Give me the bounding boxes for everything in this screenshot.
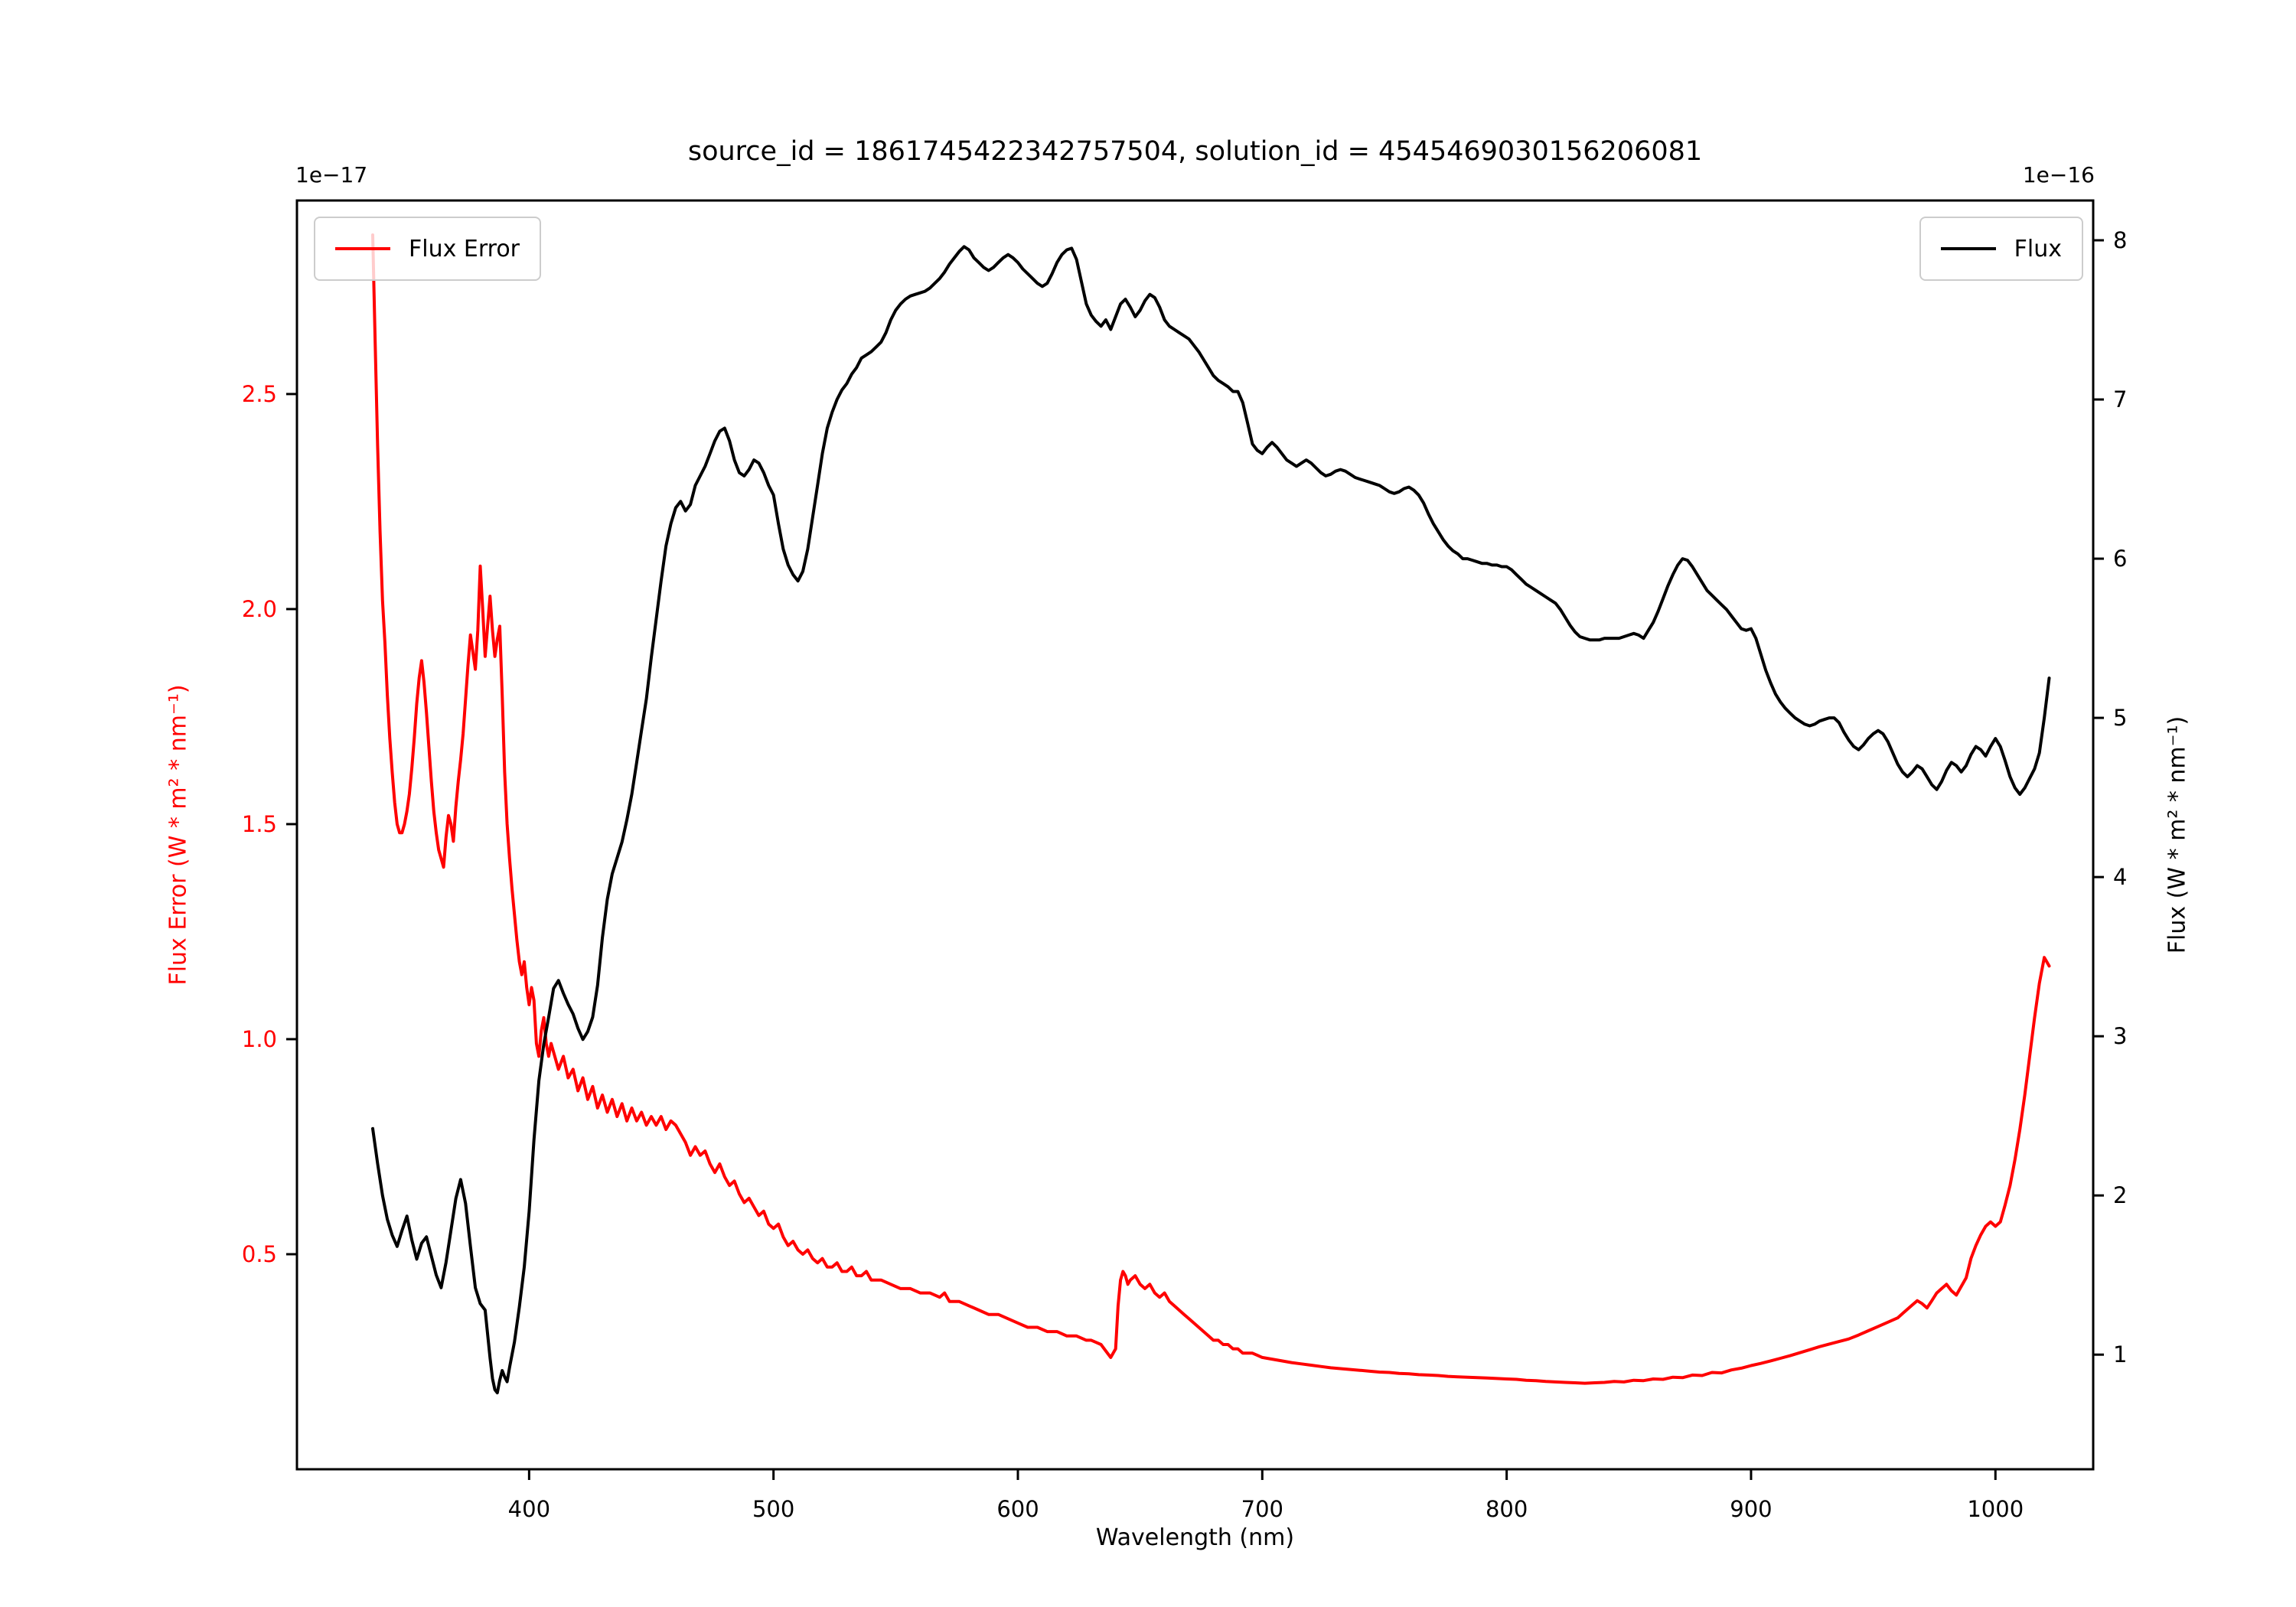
- x-tick-label: 400: [508, 1496, 550, 1522]
- left-y-axis-ticks: 0.5 1.0 1.5 2.0 2.5: [242, 381, 297, 1267]
- right-axis-label: Flux (W * m² * nm⁻¹): [2164, 715, 2191, 954]
- chart-title: source_id = 1861745422342757504, solutio…: [687, 136, 1703, 167]
- right-y-tick-label: 2: [2113, 1182, 2127, 1208]
- legend-flux-error-label: Flux Error: [409, 235, 520, 262]
- legend-flux-label: Flux: [2014, 235, 2062, 262]
- left-axis-label: Flux Error (W * m² * nm⁻¹): [165, 684, 192, 986]
- right-y-tick-label: 4: [2113, 864, 2127, 890]
- x-tick-label: 600: [996, 1496, 1039, 1522]
- x-axis-label: Wavelength (nm): [1095, 1524, 1295, 1551]
- x-tick-label: 500: [752, 1496, 794, 1522]
- left-y-tick-label: 1.5: [242, 811, 277, 837]
- right-y-tick-label: 6: [2113, 546, 2127, 572]
- flux-error-line: [371, 233, 2051, 1385]
- x-tick-label: 900: [1730, 1496, 1772, 1522]
- flux-error-line-sample-icon: [335, 247, 390, 250]
- legend-flux-error: Flux Error: [314, 217, 542, 281]
- flux-line: [371, 245, 2051, 1395]
- right-y-tick-label: 3: [2113, 1023, 2127, 1049]
- right-y-tick-label: 8: [2113, 227, 2127, 253]
- axes-spines: [295, 199, 2095, 1471]
- flux-line-sample-icon: [1940, 247, 1996, 250]
- right-y-tick-label: 1: [2113, 1341, 2127, 1367]
- right-axis-offset-text: 1e−16: [2022, 162, 2095, 187]
- x-tick-label: 700: [1241, 1496, 1283, 1522]
- x-axis-ticks: 400 500 600 700 800 900 1000: [508, 1469, 2024, 1522]
- left-y-tick-label: 2.0: [242, 596, 277, 622]
- x-tick-label: 1000: [1967, 1496, 2024, 1522]
- x-tick-label: 800: [1486, 1496, 1528, 1522]
- right-y-axis-ticks: 1 2 3 4 5 6 7 8: [2093, 227, 2127, 1367]
- left-axis-offset-text: 1e−17: [295, 162, 368, 187]
- right-y-tick-label: 7: [2113, 386, 2127, 412]
- left-y-tick-label: 1.0: [242, 1026, 277, 1052]
- right-y-tick-label: 5: [2113, 705, 2127, 731]
- left-y-tick-label: 0.5: [242, 1241, 277, 1267]
- left-y-tick-label: 2.5: [242, 381, 277, 407]
- legend-flux: Flux: [1919, 217, 2083, 281]
